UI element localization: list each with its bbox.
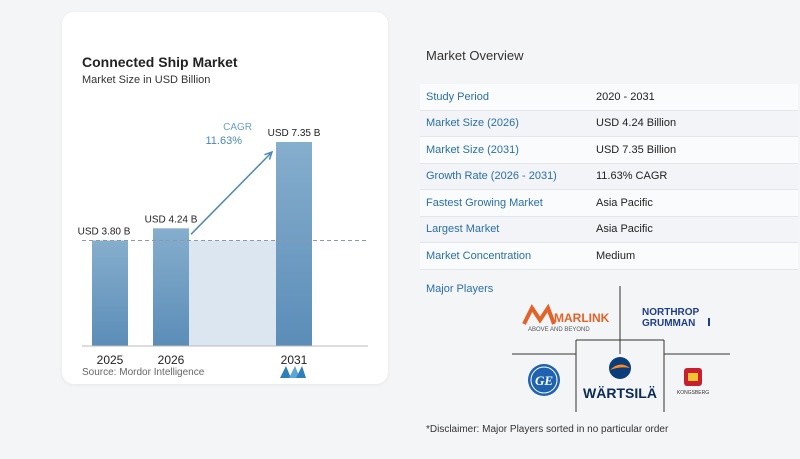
overview-row-key: Study Period <box>426 90 489 103</box>
marlink-name: MARLINK <box>554 311 610 325</box>
wartsila-logo: WÄRTSILÄ <box>583 357 657 401</box>
mordor-logo-icon <box>280 366 306 378</box>
wartsila-name: WÄRTSILÄ <box>583 385 657 401</box>
overview-row-key: Market Size (2026) <box>426 117 519 130</box>
cagr-label: CAGR <box>223 122 252 133</box>
major-players-logos: MARLINK ABOVE AND BEYOND NORTHROP GRUMMA… <box>512 286 730 412</box>
x-tick-label: 2026 <box>158 353 185 367</box>
x-tick-label: 2031 <box>281 353 308 367</box>
overview-row-value: Asia Pacific <box>596 223 653 236</box>
ge-logo-icon: GE <box>528 364 560 396</box>
overview-row: Study Period 2020 - 2031 <box>420 84 798 111</box>
overview-row-key: Market Concentration <box>426 249 532 262</box>
disclaimer-text: *Disclaimer: Major Players sorted in no … <box>426 424 669 435</box>
bar-chart: USD 3.80 B USD 4.24 B USD 7.35 B 2025 2026 20… <box>78 122 368 367</box>
chart-subtitle: Market Size in USD Billion <box>82 74 211 86</box>
overview-title: Market Overview <box>426 48 524 63</box>
cagr-arrow-head <box>264 150 274 160</box>
value-label: USD 3.80 B <box>78 227 131 238</box>
overview-row-value: USD 7.35 Billion <box>596 143 677 156</box>
kongsberg-logo: KONGSBERG <box>677 368 709 396</box>
overview-row: Growth Rate (2026 - 2031) 11.63% CAGR <box>420 163 798 190</box>
ge-text: GE <box>535 373 553 388</box>
cagr-arrow <box>190 151 273 235</box>
value-label: USD 7.35 B <box>268 128 321 139</box>
source-text: Source: Mordor Intelligence <box>82 367 205 378</box>
overview-row-value: Asia Pacific <box>596 196 653 209</box>
overview-row: Market Size (2031) USD 7.35 Billion <box>420 137 798 164</box>
overview-table: Study Period 2020 - 2031 Market Size (2026… <box>420 84 798 270</box>
bar-2025 <box>92 240 128 346</box>
overview-row-value: 2020 - 2031 <box>596 90 655 103</box>
overview-row: Market Concentration Medium <box>420 243 798 270</box>
northrop-line-2: GRUMMAN <box>642 318 695 329</box>
overview-row: Market Size (2026) USD 4.24 Billion <box>420 110 798 137</box>
overview-row-value: USD 4.24 Billion <box>596 117 677 130</box>
northrop-line-1: NORTHROP <box>642 307 700 318</box>
northrop-grumman-logo: NORTHROP GRUMMAN <box>642 307 710 329</box>
overview-row-key: Fastest Growing Market <box>426 196 543 209</box>
bar-2026 <box>153 228 189 346</box>
value-label: USD 4.24 B <box>145 214 198 225</box>
overview-row: Largest Market Asia Pacific <box>420 216 798 243</box>
bar-2031 <box>276 142 312 346</box>
overview-row: Fastest Growing Market Asia Pacific <box>420 190 798 217</box>
overview-row-key: Market Size (2031) <box>426 143 519 156</box>
major-players-label: Major Players <box>426 283 494 295</box>
market-overview: Market Overview Study Period 2020 - 2031 M… <box>420 0 800 459</box>
overview-row-key: Growth Rate (2026 - 2031) <box>426 170 557 183</box>
overview-row-value: Medium <box>596 249 636 262</box>
overview-row-value: 11.63% CAGR <box>596 170 668 183</box>
marlink-logo: MARLINK ABOVE AND BEYOND <box>522 303 610 333</box>
growth-band <box>189 240 276 346</box>
chart-title: Connected Ship Market <box>82 54 238 70</box>
marlink-tagline: ABOVE AND BEYOND <box>528 327 590 333</box>
kongsberg-name: KONGSBERG <box>677 390 709 396</box>
overview-row-key: Largest Market <box>426 223 500 236</box>
cagr-value: 11.63% <box>206 135 243 147</box>
chart-card: Connected Ship Market Market Size in USD… <box>62 12 388 384</box>
x-tick-label: 2025 <box>97 353 124 367</box>
